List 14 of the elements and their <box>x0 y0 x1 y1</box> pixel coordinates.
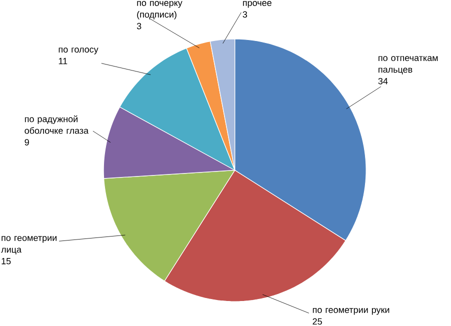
data-label: 11 <box>58 58 68 64</box>
data-label: 25 <box>312 318 322 325</box>
data-label: 34 <box>378 78 388 84</box>
slice-label: по голосу <box>58 48 98 54</box>
slice-label: по геометрии руки <box>312 308 390 315</box>
slice-label: по радужной оболочке глаза <box>24 116 89 134</box>
data-label: 15 <box>2 258 11 264</box>
data-label: 3 <box>136 23 142 30</box>
slice-label: по почерку (подписи) <box>137 1 182 20</box>
slice-label: по геометрии лица <box>1 236 56 254</box>
data-label: 9 <box>24 139 29 146</box>
slice-label: прочее <box>243 1 272 8</box>
data-label: 3 <box>242 11 248 18</box>
slice-label: по отпечаткам пальцев <box>378 56 438 75</box>
